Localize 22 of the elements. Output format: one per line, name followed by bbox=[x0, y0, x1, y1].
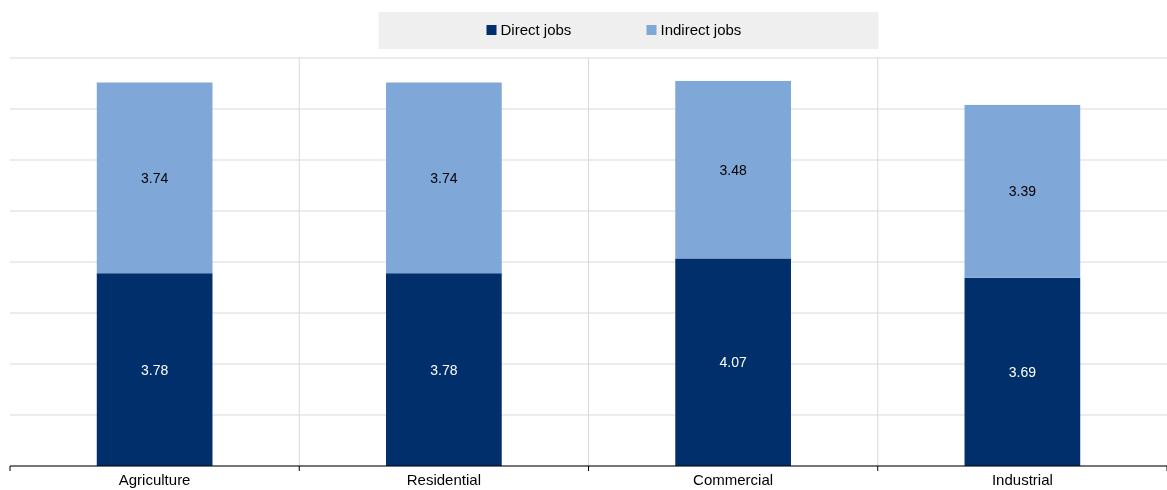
bar bbox=[96, 82, 213, 274]
data-label: 3.74 bbox=[430, 169, 458, 186]
bar bbox=[964, 277, 1081, 466]
bar bbox=[964, 104, 1081, 278]
data-label: 4.07 bbox=[719, 354, 747, 371]
data-label: 3.69 bbox=[1008, 363, 1037, 380]
x-tick-label: Agriculture bbox=[118, 471, 191, 488]
legend-label: Indirect jobs bbox=[660, 21, 742, 38]
bar bbox=[386, 82, 502, 274]
bar bbox=[96, 273, 213, 466]
x-tick-label: Commercial bbox=[693, 471, 774, 488]
data-label: 3.39 bbox=[1008, 183, 1037, 200]
data-label: 3.78 bbox=[141, 361, 169, 378]
x-tick-label: Residential bbox=[406, 471, 481, 488]
data-label: 3.78 bbox=[430, 361, 458, 378]
bar bbox=[675, 80, 791, 259]
data-label: 3.74 bbox=[141, 169, 169, 186]
bar bbox=[386, 273, 502, 466]
bar bbox=[675, 258, 791, 466]
x-tick-label: Industrial bbox=[991, 471, 1053, 488]
data-label: 3.48 bbox=[719, 161, 747, 178]
legend-label: Direct jobs bbox=[500, 21, 572, 38]
